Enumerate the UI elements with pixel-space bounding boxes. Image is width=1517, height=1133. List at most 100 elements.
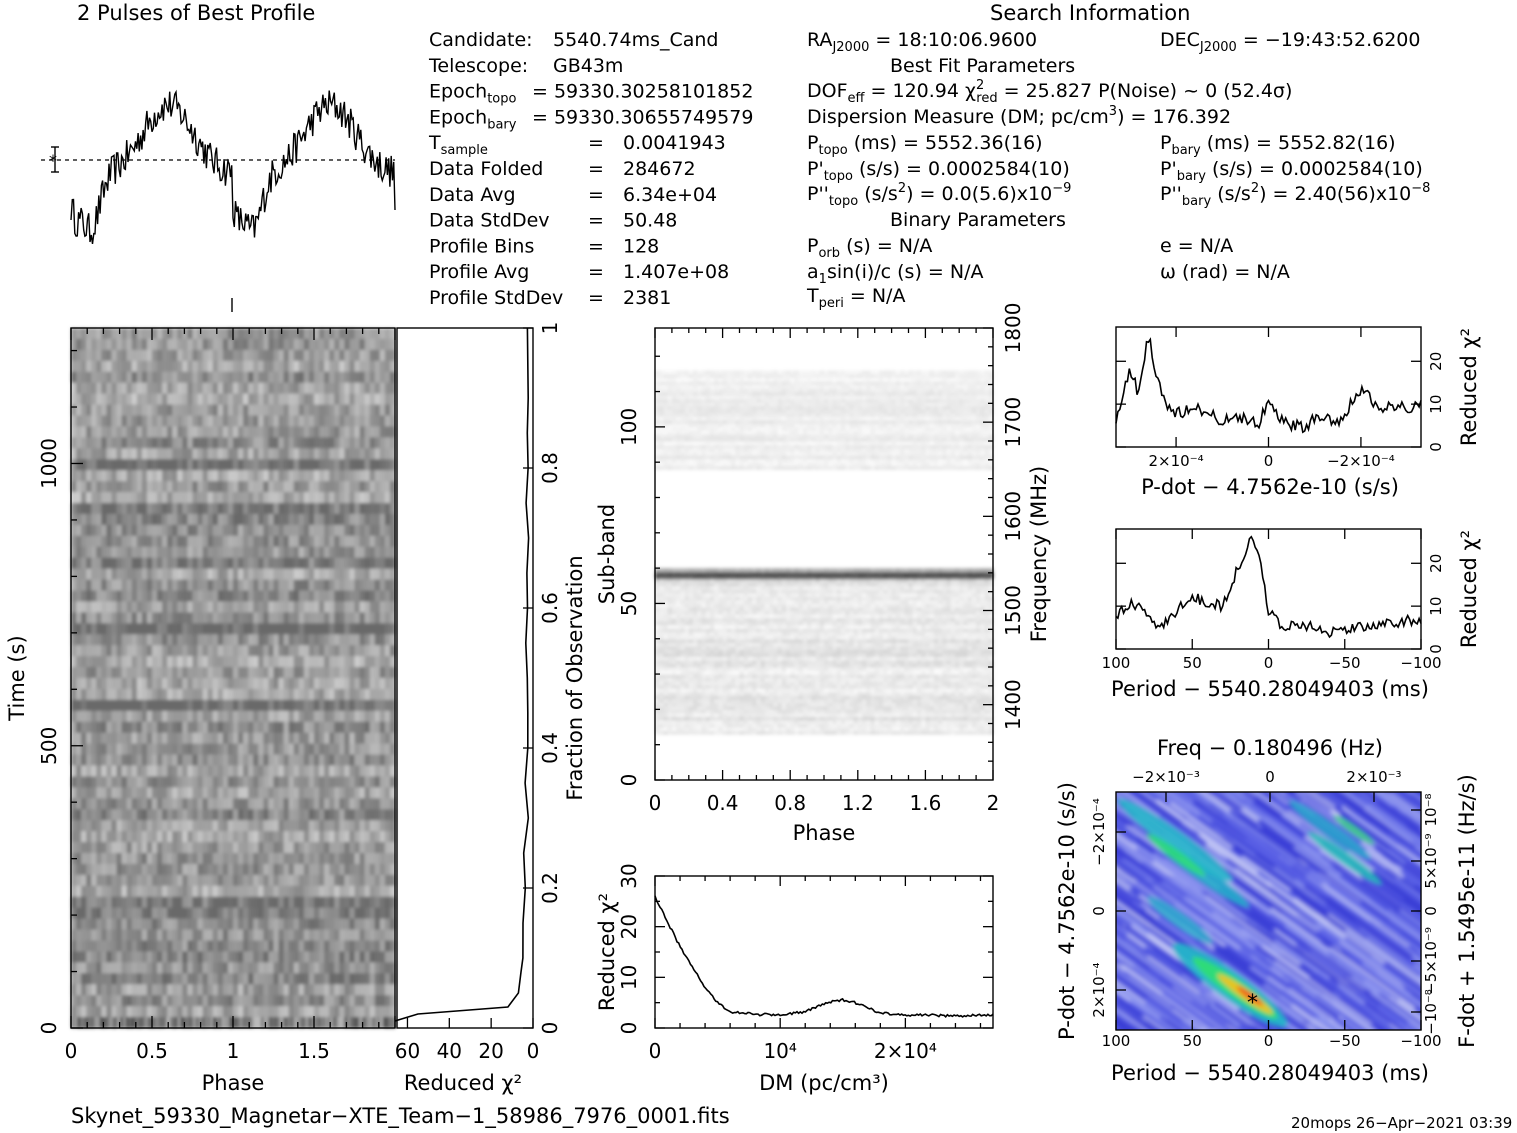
subband-ytick-label: 0 <box>617 774 641 787</box>
p-bary-line: Pbary (ms) = 5552.82(16) <box>1160 132 1396 158</box>
dec-line: DECJ2000 = −19:43:52.6200 <box>1160 29 1420 55</box>
dm-ytick-label: 10 <box>617 965 641 990</box>
waterfall-xlabel: Phase <box>202 1071 265 1095</box>
dm-xtick-label: 2×10⁴ <box>874 1039 937 1063</box>
dm-ytick-label: 30 <box>617 863 641 888</box>
dm-ylabel: Reduced χ² <box>595 893 619 1011</box>
best-fit-title: Best Fit Parameters <box>890 55 1075 77</box>
search-info: Search Information Candidate: 5540.74ms_C… <box>428 1 1430 311</box>
profile-title: 2 Pulses of Best Profile <box>77 1 315 25</box>
period-frame <box>1115 528 1422 650</box>
chi-time-xlabel: Reduced χ² <box>404 1071 522 1095</box>
ppdot-best-marker: * <box>1247 991 1258 1016</box>
info-equals: = <box>588 261 604 283</box>
ppdot-top-tick-label: 0 <box>1265 768 1275 786</box>
period-ytick-label: 10 <box>1427 597 1445 616</box>
subband-xlabel: Phase <box>793 821 856 845</box>
chi-time-xtick-label: 40 <box>437 1039 462 1063</box>
pd-topo-line: P'topo (s/s) = 0.0002584(10) <box>807 158 1070 184</box>
waterfall-axes: 0 0.5 1 1.5 0 500 1000 Phase Time (s) <box>5 328 396 1095</box>
chi-time-rtick-label: 0.6 <box>538 592 562 624</box>
ppdot-rtick-label: −10⁻⁸ <box>1422 989 1440 1035</box>
info-value: 5540.74ms_Cand <box>553 29 719 51</box>
chi-time-rtick-label: 0.4 <box>538 732 562 764</box>
ppdot-axes: 100 50 0 −50 −100 Period − 5540.28049403 (ms)… <box>1055 736 1479 1085</box>
subband-right-label: Frequency (MHz) <box>1027 466 1051 642</box>
ppdot-top-tick-label: 2×10⁻³ <box>1346 768 1401 786</box>
pdot-ytick-label: 10 <box>1427 395 1445 414</box>
ppdot-xlabel: Period − 5540.28049403 (ms) <box>1111 1061 1429 1085</box>
subband-xtick-label: 0.4 <box>707 791 739 815</box>
waterfall-ytick-label: 500 <box>37 727 61 765</box>
waterfall-xtick-label: 0.5 <box>136 1039 168 1063</box>
chi-time-rtick-label: 0.8 <box>538 452 562 484</box>
pdot-ytick-label: 20 <box>1427 352 1445 371</box>
waterfall-image <box>71 328 396 1029</box>
info-value: 1.407e+08 <box>623 261 729 283</box>
subband-axes: 0 0.4 0.8 1.2 1.6 2 Phase 0 50 100 Sub-band 1400 150… <box>595 303 1051 845</box>
info-value: 2381 <box>623 287 671 309</box>
info-value: = 59330.30258101852 <box>532 81 753 103</box>
pdot-frame <box>1115 326 1422 448</box>
pdot-ytick-label: 0 <box>1427 442 1445 452</box>
profile-errorbar: * <box>49 146 59 173</box>
info-row: Data Avg <box>429 184 516 206</box>
info-row: Profile StdDev <box>429 287 563 309</box>
dm-xtick-label: 10⁴ <box>763 1039 796 1063</box>
info-row: Profile Avg <box>429 261 529 283</box>
subband-panel: 0 0.4 0.8 1.2 1.6 2 Phase 0 50 100 Sub-band 1400 150… <box>595 303 1051 845</box>
chi-time-xtick-label: 60 <box>395 1039 420 1063</box>
info-equals: = <box>588 235 604 257</box>
ppdot-ytick-label: −2×10⁻⁴ <box>1090 798 1108 866</box>
waterfall-panel: 0 0.5 1 1.5 0 500 1000 Phase Time (s) <box>5 327 396 1095</box>
pdot-ylabel: Reduced χ² <box>1457 328 1481 446</box>
ppdot-xtick-label: 0 <box>1264 1032 1274 1050</box>
dm-ytick-label: 20 <box>617 914 641 939</box>
period-xtick-label: −50 <box>1329 654 1361 672</box>
ppdot-right-label: F-dot + 1.5495e-11 (Hz/s) <box>1455 774 1479 1048</box>
dm-chi-line <box>654 895 994 1018</box>
chi-time-line <box>394 327 530 1022</box>
dm-ytick-label: 0 <box>617 1022 641 1035</box>
footer-stamp: 20mops 26−Apr−2021 03:39 <box>1291 1114 1512 1132</box>
info-equals: = <box>588 184 604 206</box>
info-row: Tsample <box>428 132 488 158</box>
footer-filename: Skynet_59330_Magnetar−XTE_Team−1_58986_7… <box>71 1104 730 1129</box>
ppdot-rtick-label: 5×10⁻⁹ <box>1422 833 1440 888</box>
subband-xtick-label: 1.2 <box>842 791 874 815</box>
omega-line: ω (rad) = N/A <box>1160 261 1290 283</box>
info-equals: = <box>588 158 604 180</box>
pdot-panel: 2×10⁻⁴ 0 −2×10⁻⁴ P-dot − 4.7562e-10 (s/s) 0 1… <box>1115 326 1481 499</box>
ppdot-xtick-label: 50 <box>1183 1032 1202 1050</box>
a1-line: a1sin(i)/c (s) = N/A <box>807 261 983 287</box>
subband-xtick-label: 0 <box>649 791 662 815</box>
subband-rtick-label: 1500 <box>1001 585 1025 636</box>
subband-ytick-label: 50 <box>617 591 641 616</box>
info-row: Data Folded <box>429 158 543 180</box>
ppdot-xtick-label: −50 <box>1329 1032 1361 1050</box>
subband-rtick-label: 1400 <box>1001 679 1025 730</box>
period-xtick-label: 50 <box>1183 654 1202 672</box>
ecc-line: e = N/A <box>1160 235 1233 257</box>
period-xlabel: Period − 5540.28049403 (ms) <box>1111 677 1429 701</box>
info-column-1: Candidate: 5540.74ms_Cand Telescope: GB43m E… <box>428 29 753 309</box>
ppdot-rtick-label: −5×10⁻⁹ <box>1422 927 1440 995</box>
dm-panel: 0 10⁴ 2×10⁴ DM (pc/cm³) 0 10 20 30 Reduced χ² <box>595 863 994 1095</box>
waterfall-xtick-label: 1 <box>227 1039 240 1063</box>
ppdot-heatmap <box>1116 792 1421 1030</box>
dm-xtick-label: 0 <box>649 1039 662 1063</box>
info-value: 50.48 <box>623 210 677 232</box>
info-equals: = <box>588 210 604 232</box>
chi-time-right-label: Fraction of Observation <box>563 555 587 800</box>
info-row: Epochbary <box>429 106 517 132</box>
search-title: Search Information <box>990 1 1190 25</box>
info-row: Epochtopo <box>429 81 516 107</box>
chi-time-frame <box>396 327 534 1029</box>
binary-title: Binary Parameters <box>890 209 1066 231</box>
subband-rtick-label: 1700 <box>1001 397 1025 448</box>
pdd-bary-line: P''bary (s/s2) = 2.40(56)x10−8 <box>1160 181 1430 209</box>
info-row: Data StdDev <box>429 210 550 232</box>
